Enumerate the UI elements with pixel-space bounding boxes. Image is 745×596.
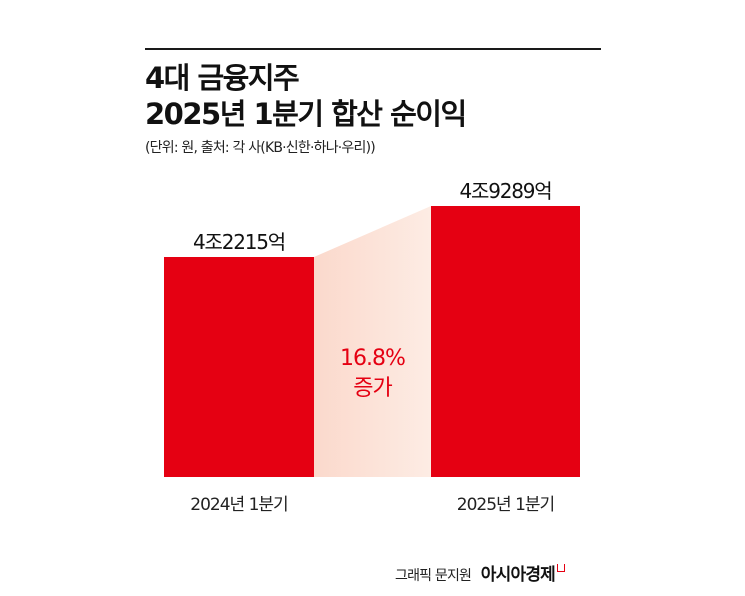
growth-annotation: 16.8% 증가 — [314, 344, 431, 404]
bar-value-label-2024: 4조2215억 — [192, 230, 286, 254]
footer-credit: 그래픽 문지원 아시아경제 — [395, 560, 565, 585]
chart-subtitle: (단위: 원, 출처: 각 사(KB·신한·하나·우리)) — [145, 140, 376, 156]
chart-title: 4대 금융지주 2025년 1분기 합산 순이익 — [145, 60, 467, 132]
title-line-2: 2025년 1분기 합산 순이익 — [145, 97, 467, 131]
growth-percent: 16.8% — [340, 346, 406, 371]
brand-logo: 아시아경제 — [480, 565, 556, 585]
bar-value-label-2025: 4조9289억 — [459, 179, 552, 203]
brand-mark-icon — [557, 564, 565, 572]
category-label-2025: 2025년 1분기 — [456, 495, 555, 515]
growth-text: 증가 — [353, 376, 392, 401]
title-line-1: 4대 금융지주 — [145, 61, 300, 95]
graphic-credit: 그래픽 문지원 — [395, 568, 472, 584]
bar-2025-q1 — [431, 206, 580, 477]
top-rule — [145, 48, 601, 50]
category-label-2024: 2024년 1분기 — [190, 495, 288, 515]
growth-connector — [314, 206, 431, 477]
bar-2024-q1 — [164, 257, 314, 477]
